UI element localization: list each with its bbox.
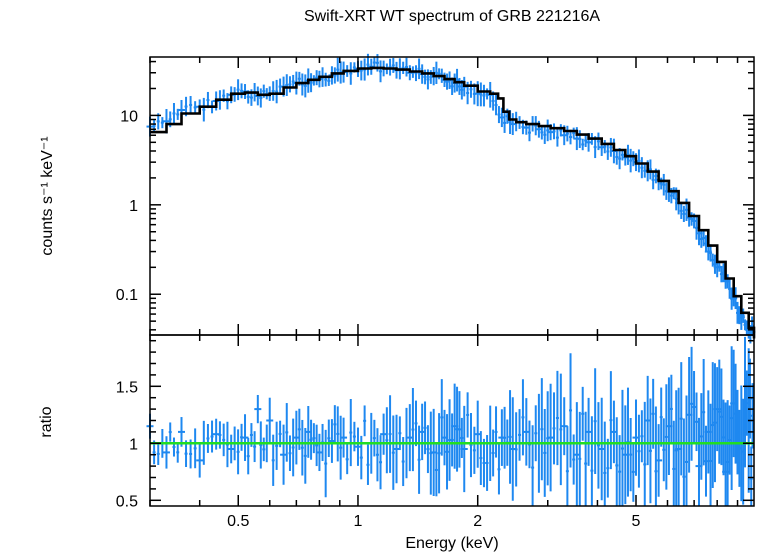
ratio-data-point (695, 358, 708, 506)
ratio-data-point (367, 412, 383, 490)
ratio-data-point (509, 379, 525, 501)
spectrum-data-point (655, 169, 668, 200)
ratio-panel: 0.5 1 2 5 0.5 1 1.5 (116, 334, 755, 530)
ratio-data-point (713, 359, 726, 476)
ratio-data-point (266, 397, 282, 486)
ratio-data-point (560, 353, 576, 506)
ratio-data-point (610, 389, 624, 506)
spectrum-data-point (292, 71, 307, 98)
ratio-data-point (304, 405, 319, 467)
ratio-data-point (474, 400, 489, 491)
x-tick-label: 5 (632, 513, 641, 530)
ratio-data-point (380, 395, 395, 490)
spectrum-panel: 0.1 1 10 (116, 53, 756, 506)
spectrum-y-tick-label: 10 (120, 108, 138, 125)
spectrum-data-point (621, 144, 635, 173)
ratio-data-point (486, 405, 501, 495)
ratio-data-point (406, 388, 421, 494)
ratio-data-point (254, 394, 269, 469)
ratio-data-point (685, 346, 699, 473)
ratio-y-tick-label: 1.5 (116, 379, 138, 396)
ratio-data-series (146, 336, 755, 506)
ratio-data-point (146, 413, 164, 465)
ratio-data-point (440, 399, 454, 490)
ratio-data-point (644, 375, 658, 506)
spectrum-y-tick-label: 0.1 (116, 287, 138, 304)
spectrum-model-line (150, 66, 756, 339)
ratio-data-point (280, 403, 295, 485)
ratio-data-point (632, 399, 647, 506)
spectrum-data-point (598, 137, 613, 160)
x-tick-label: 2 (473, 513, 482, 530)
ratio-data-point (585, 368, 600, 506)
ratio-data-point (227, 423, 244, 475)
ratio-data-point (704, 362, 717, 506)
spectrum-data-point (406, 58, 421, 82)
ratio-data-point (547, 370, 563, 492)
spectrum-data-point (632, 149, 647, 179)
ratio-y-tick-label: 1 (129, 436, 138, 453)
x-tick-label: 0.5 (227, 513, 249, 530)
ratio-data-point (340, 398, 356, 475)
chart-title: Swift-XRT WT spectrum of GRB 221216A (303, 8, 601, 25)
spectrum-data-point (522, 116, 538, 142)
ratio-data-point (418, 401, 433, 495)
spectrum-frame (149, 56, 755, 336)
x-axis-label: Energy (keV) (405, 535, 499, 552)
spectrum-data-point (547, 123, 563, 147)
spectrum-y-tick-label: 1 (129, 198, 138, 215)
ratio-data-point (451, 383, 464, 472)
ratio-data-point (722, 346, 734, 506)
x-tick-label: 1 (354, 513, 363, 530)
ratio-data-point (315, 419, 331, 498)
ratio-data-point (730, 349, 741, 487)
ratio-data-point (354, 405, 370, 485)
ratio-data-point (598, 371, 613, 506)
spectrum-data-point (685, 208, 699, 240)
ratio-data-point (573, 386, 588, 506)
ratio-data-point (162, 422, 180, 469)
spectrum-data-point (451, 68, 464, 100)
ratio-data-point (621, 387, 635, 505)
ratio-data-point (292, 408, 307, 484)
spectrum-data-series (146, 53, 756, 344)
ratio-data-point (196, 420, 214, 478)
ratio-data-point (655, 384, 668, 497)
ratio-data-point (522, 398, 538, 506)
spectrum-data-point (695, 221, 708, 252)
spectrum-data-point (704, 242, 717, 274)
ratio-data-point (393, 407, 408, 487)
ratio-data-point (328, 405, 343, 480)
spectrum-data-point (266, 78, 282, 104)
ratio-y-tick-label: 0.5 (116, 493, 138, 510)
